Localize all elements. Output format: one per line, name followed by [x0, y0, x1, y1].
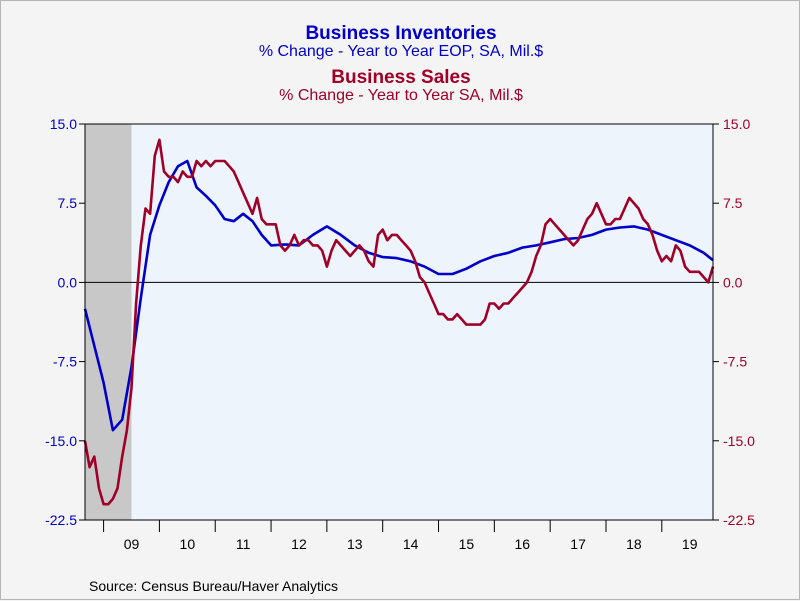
x-tick-label: 12 [291, 536, 307, 552]
x-tick-label: 13 [347, 536, 363, 552]
y-tick-label-left: -15.0 [45, 433, 77, 449]
y-tick-label-left: 7.5 [58, 195, 78, 211]
chart-subtitle-sales: % Change - Year to Year SA, Mil.$ [279, 87, 523, 104]
y-tick-label-right: -15.0 [723, 433, 755, 449]
x-tick-label: 15 [459, 536, 475, 552]
source-note: Source: Census Bureau/Haver Analytics [89, 578, 338, 594]
x-tick-label: 16 [514, 536, 530, 552]
chart-subtitle-inventories: % Change - Year to Year EOP, SA, Mil.$ [259, 43, 543, 60]
x-tick-label: 14 [403, 536, 419, 552]
series-line-sales [83, 138, 715, 506]
y-tick-label-left: 0.0 [58, 274, 78, 290]
y-tick-label-left: 15.0 [50, 116, 77, 132]
x-tick-label: 11 [236, 536, 251, 552]
y-tick-label-right: 15.0 [723, 116, 750, 132]
x-tick-label: 17 [570, 536, 586, 552]
x-tick-label: 09 [124, 536, 140, 552]
y-tick-label-left: -22.5 [45, 512, 77, 528]
y-tick-label-right: -7.5 [723, 354, 747, 370]
x-tick-label: 18 [626, 536, 642, 552]
x-tick-label: 10 [180, 536, 196, 552]
chart-title-sales: Business Sales [331, 67, 470, 88]
series-line-inventories [83, 159, 714, 432]
plot-background [85, 124, 713, 520]
plot-area: 15.0 15.0 7.5 7.5 0.0 0.0 -7.5 -7.5 -15.0 -15.0 -2… [45, 116, 755, 552]
chart-title-inventories: Business Inventories [305, 23, 496, 44]
plot-border [84, 123, 714, 521]
x-tick-label: 19 [682, 536, 698, 552]
y-tick-label-right: 7.5 [723, 195, 743, 211]
y-tick-label-right: -22.5 [723, 512, 755, 528]
y-tick-label-right: 0.0 [723, 274, 743, 290]
y-tick-label-left: -7.5 [53, 354, 77, 370]
